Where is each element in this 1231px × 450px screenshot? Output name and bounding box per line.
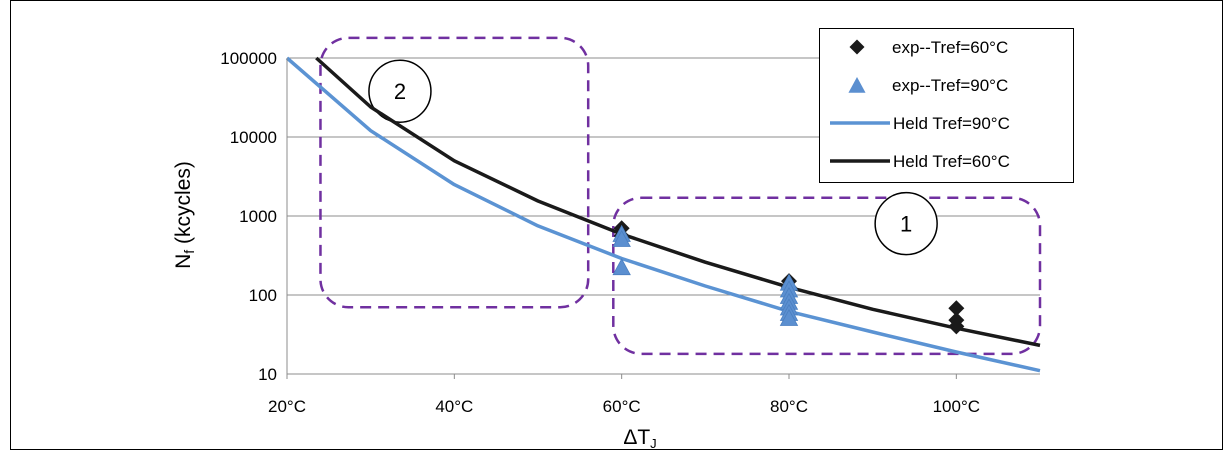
x-tick-label: 40°C	[435, 397, 473, 416]
region-number-2: 2	[394, 79, 406, 104]
x-tick-label: 20°C	[268, 397, 306, 416]
series-lines	[285, 56, 1041, 373]
data-point-triangle	[779, 308, 799, 326]
legend: exp--Tref=60°C exp--Tref=90°C Held Tref=90…	[819, 28, 1074, 183]
data-point-triangle	[612, 229, 631, 247]
region-circle-2	[368, 59, 432, 123]
legend-label: Held Tref=90°C	[893, 114, 1010, 133]
region-number-1: 1	[900, 212, 912, 237]
region-box-2	[319, 36, 590, 309]
legend-marker-diamond	[849, 39, 865, 55]
y-axis-label: Nf (kcycles)	[172, 161, 197, 269]
x-tick-label: 80°C	[770, 397, 808, 416]
data-point-triangle	[612, 258, 631, 276]
y-tick-label: 10	[258, 365, 277, 384]
legend-label: Held Tref=60°C	[893, 152, 1010, 171]
y-tick-label: 100	[249, 286, 277, 305]
region-box-1	[612, 196, 1042, 356]
y-tick-label: 10000	[230, 128, 277, 147]
y-tick-labels: 10 100 1000 10000 100000	[220, 49, 277, 384]
series-line	[285, 56, 1041, 373]
x-axis-label: ΔTJ	[623, 426, 656, 450]
y-tick-label: 1000	[239, 207, 277, 226]
data-point-diamond	[948, 318, 965, 335]
legend-label: exp--Tref=90°C	[892, 76, 1008, 95]
data-point-diamond	[948, 300, 965, 317]
legend-label: exp--Tref=60°C	[892, 38, 1008, 57]
x-tick-labels: 20°C 40°C 60°C 80°C 100°C	[268, 397, 980, 416]
legend-box	[819, 28, 1074, 183]
x-tick-label: 60°C	[603, 397, 641, 416]
axes	[286, 58, 1040, 379]
x-tick-label: 100°C	[933, 397, 980, 416]
region-circle-1	[874, 191, 938, 256]
regions: 12	[319, 36, 1042, 356]
legend-marker-triangle	[848, 77, 866, 93]
series-markers	[612, 220, 965, 335]
y-tick-label: 100000	[220, 49, 277, 68]
series-line	[315, 56, 1041, 348]
